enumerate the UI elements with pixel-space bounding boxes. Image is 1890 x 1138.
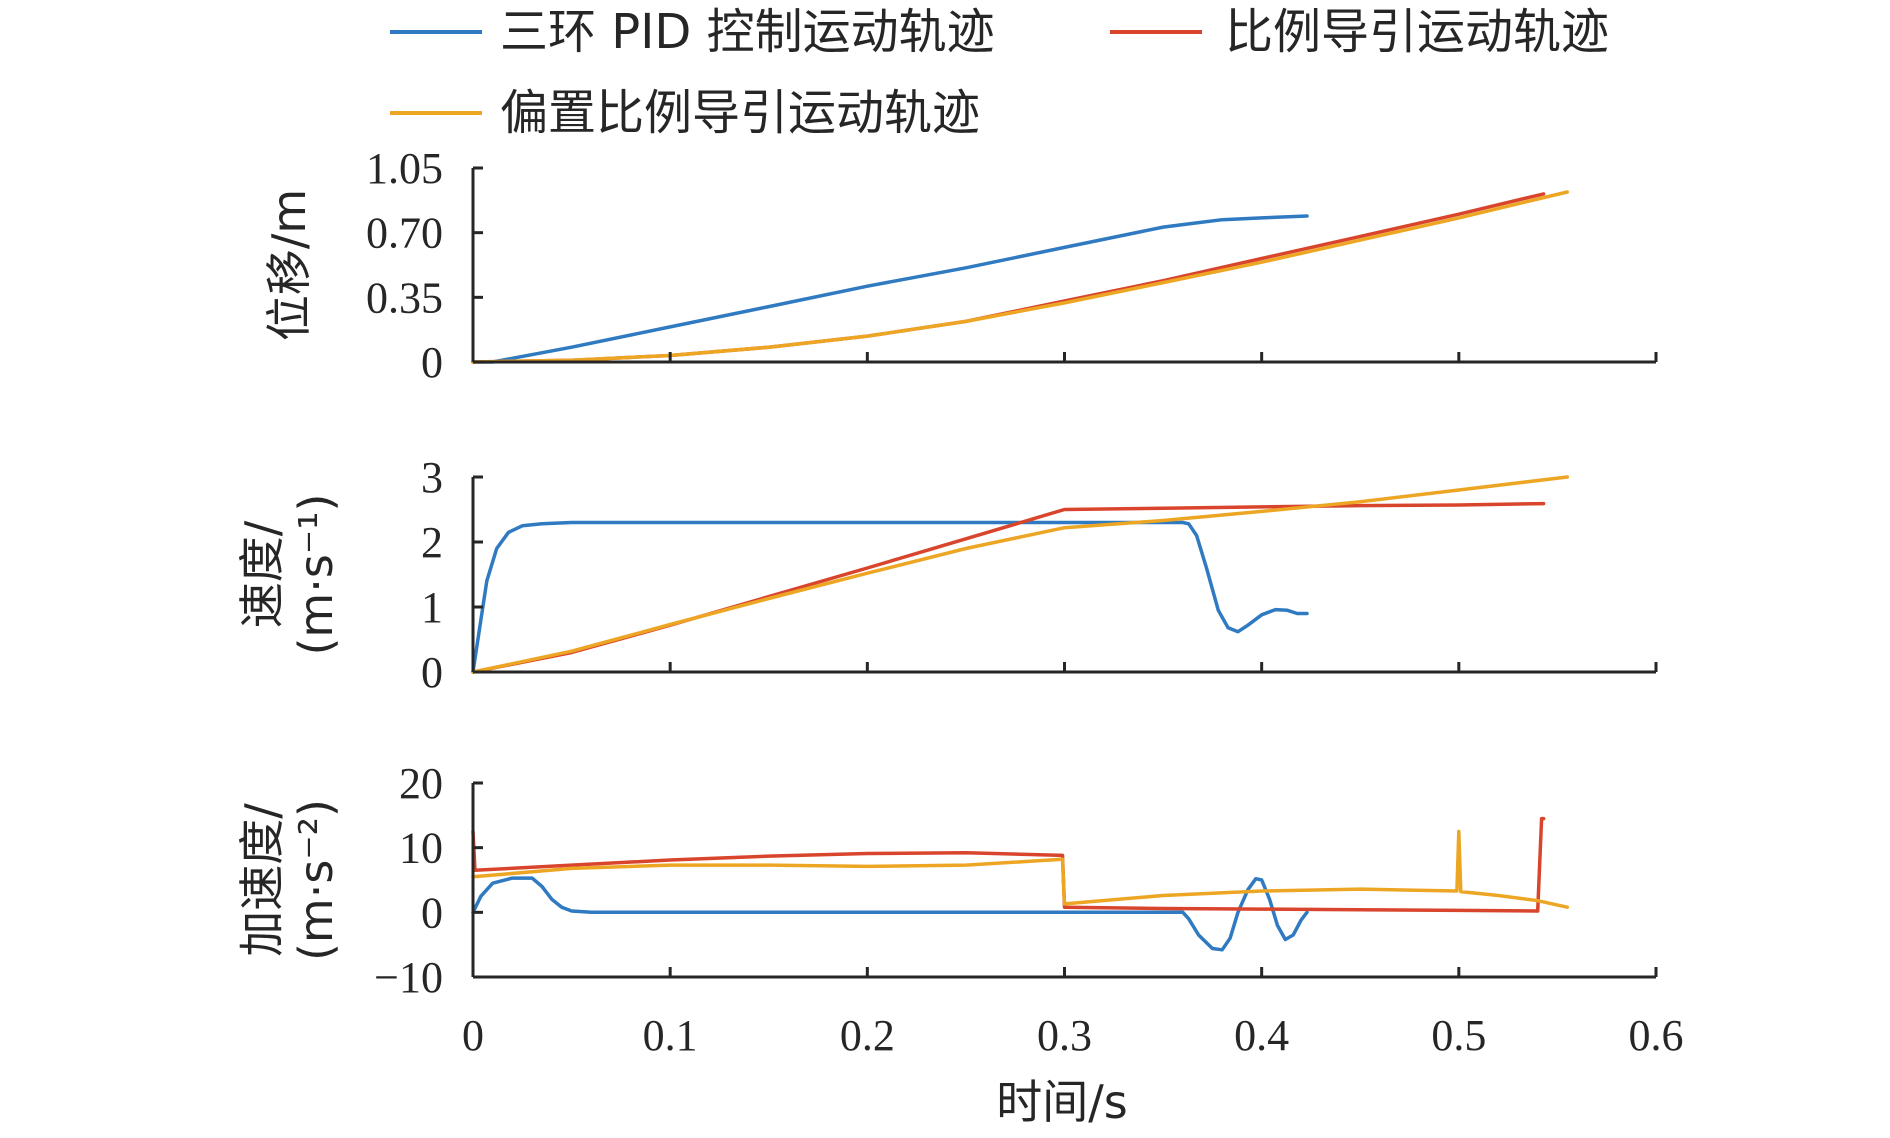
legend-label-2: 偏置比例导引运动轨迹	[500, 85, 980, 141]
xtick-label-6: 0.6	[1629, 1011, 1684, 1060]
displacement-series-0	[471, 214, 1309, 364]
subplot-displacement: 0 0.35 0.70 1.05 位移/m	[262, 144, 1658, 387]
acceleration-ylabel-0: 加速度/	[235, 803, 289, 957]
acceleration-ylabel-1: (m·s⁻²)	[289, 799, 343, 961]
acceleration-ytick-label-3: 20	[399, 759, 443, 808]
acceleration-ytick-label-2: 10	[399, 824, 443, 873]
acceleration-series-0	[471, 876, 1309, 952]
displacement-ylabel-0: 位移/m	[262, 189, 316, 341]
displacement-series-1	[471, 192, 1546, 364]
displacement-ytick-label-1: 0.35	[366, 273, 443, 322]
xtick-label-0: 0	[462, 1011, 484, 1060]
legend-label-1: 比例导引运动轨迹	[1225, 4, 1609, 60]
displacement-ytick-label-0: 0	[421, 338, 443, 387]
displacement-ytick-label-2: 0.70	[366, 209, 443, 258]
velocity-series-0	[471, 520, 1309, 674]
displacement-series-2	[471, 190, 1570, 364]
x-axis-label: 时间/s	[996, 1075, 1127, 1129]
xtick-label-5: 0.5	[1431, 1011, 1486, 1060]
xtick-label-1: 0.1	[643, 1011, 698, 1060]
subplot-acceleration: −10 0 10 20 加速度/(m·s⁻²)	[235, 759, 1658, 1002]
velocity-ytick-label-0: 0	[421, 648, 443, 697]
velocity-series-2	[471, 475, 1570, 674]
xtick-label-2: 0.2	[840, 1011, 895, 1060]
xtick-label-4: 0.4	[1234, 1011, 1289, 1060]
velocity-ytick-label-1: 1	[421, 583, 443, 632]
xtick-label-3: 0.3	[1037, 1011, 1092, 1060]
legend-label-0: 三环 PID 控制运动轨迹	[500, 4, 995, 60]
velocity-ylabel-1: (m·s⁻¹)	[289, 493, 343, 655]
velocity-ytick-label-3: 3	[421, 453, 443, 502]
plots: 0 0.35 0.70 1.05 位移/m 0 1 2 3 速度/(m·s⁻¹) −10 0 10 20 加…	[235, 144, 1684, 1060]
velocity-ylabel-0: 速度/	[235, 520, 289, 628]
velocity-ytick-label-2: 2	[421, 518, 443, 567]
acceleration-series-2	[471, 829, 1570, 909]
velocity-series-1	[471, 501, 1546, 674]
acceleration-ytick-label-0: −10	[374, 953, 443, 1002]
acceleration-ytick-label-1: 0	[421, 888, 443, 937]
subplot-velocity: 0 1 2 3 速度/(m·s⁻¹)	[235, 453, 1658, 697]
x-tick-labels: 0 0.1 0.2 0.3 0.4 0.5 0.6	[462, 1011, 1684, 1060]
displacement-ytick-label-3: 1.05	[366, 144, 443, 193]
